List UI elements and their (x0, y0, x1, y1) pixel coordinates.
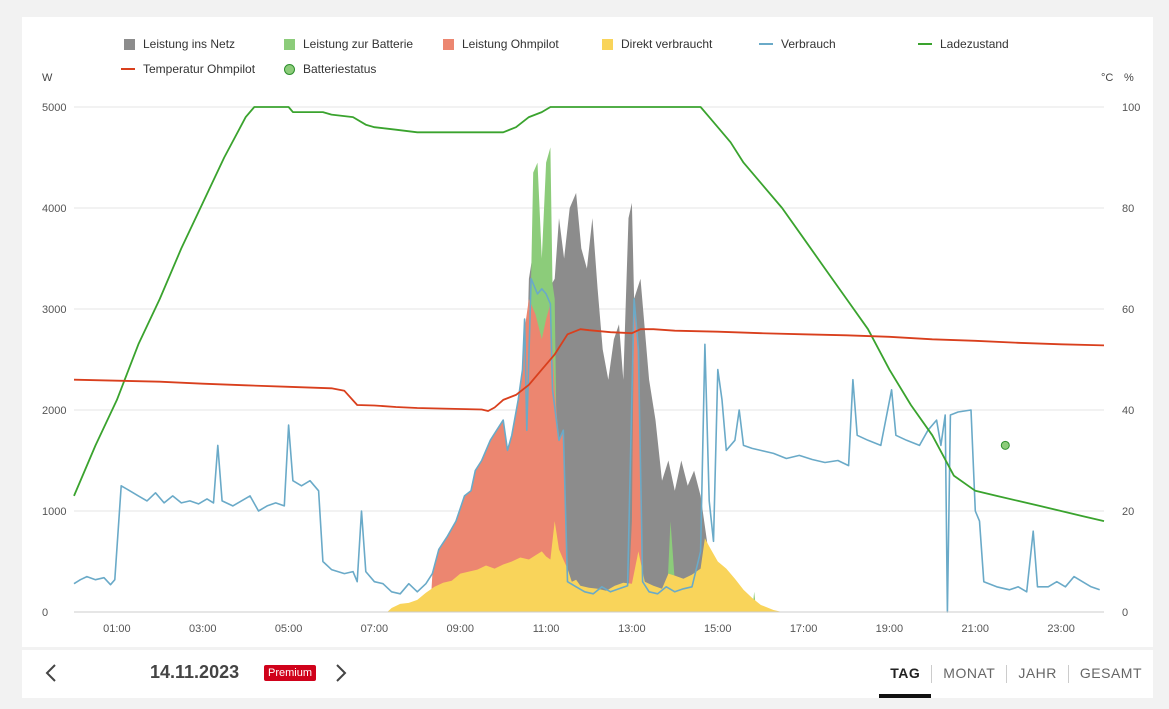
period-tabs: TAG MONAT JAHR GESAMT (879, 650, 1153, 698)
x-tick-label: 13:00 (618, 623, 646, 635)
y-tick-label-right: 0 (1122, 607, 1128, 619)
y-tick-label-right: 80 (1122, 203, 1134, 215)
legend-label: Leistung zur Batterie (303, 37, 414, 51)
legend-swatch (121, 68, 135, 70)
tab-total[interactable]: GESAMT (1079, 665, 1142, 681)
y-tick-label-left: 4000 (42, 203, 66, 215)
legend-swatch (124, 38, 135, 50)
legend-label: Leistung Ohmpilot (462, 37, 559, 51)
legend-swatch (602, 38, 613, 50)
tab-divider (1067, 665, 1069, 683)
x-tick-label: 03:00 (189, 623, 217, 635)
y-tick-label-left: 3000 (42, 304, 66, 316)
selected-date[interactable]: 14.11.2023 (150, 662, 240, 682)
legend-label: Verbrauch (781, 37, 836, 51)
area-leistung-ins-netz (520, 192, 714, 612)
chart-card: Leistung ins Netz Leistung zur Batterie … (22, 17, 1153, 647)
chevron-right-icon[interactable] (328, 661, 352, 685)
x-tick-label: 07:00 (361, 623, 389, 635)
legend-label: Ladezustand (940, 37, 1009, 51)
x-tick-label: 01:00 (103, 623, 131, 635)
battery-status-marker (1000, 440, 1010, 450)
y-tick-label-left: 2000 (42, 405, 66, 417)
x-tick-label: 17:00 (790, 623, 818, 635)
legend-item-state-of-charge[interactable]: Ladezustand (918, 37, 1009, 51)
x-tick-label: 19:00 (876, 623, 904, 635)
line-temperatur-ohmpilot (73, 328, 1105, 412)
tab-year[interactable]: JAHR (1018, 665, 1057, 681)
legend-item-direct-consumption[interactable]: Direkt verbraucht (602, 37, 712, 51)
x-tick-label: 23:00 (1047, 623, 1075, 635)
legend-item-ohmpilot-power[interactable]: Leistung Ohmpilot (443, 37, 559, 51)
legend-swatch (284, 38, 295, 50)
x-tick-label: 05:00 (275, 623, 303, 635)
x-tick-label: 15:00 (704, 623, 732, 635)
tab-day[interactable]: TAG (879, 650, 932, 698)
y-tick-label-left: 1000 (42, 506, 66, 518)
legend-swatch (284, 63, 295, 75)
y-tick-label-right: 60 (1122, 304, 1134, 316)
legend-swatch (918, 43, 932, 45)
footer-bar: 14.11.2023 Premium TAG MONAT JAHR GESAMT (22, 650, 1153, 698)
legend-item-ohmpilot-temperature[interactable]: Temperatur Ohmpilot (121, 62, 255, 76)
legend-label: Leistung ins Netz (143, 37, 236, 51)
legend-item-battery-status[interactable]: Batteriestatus (284, 62, 376, 76)
legend-label: Batteriestatus (303, 62, 377, 76)
right-axis-unit-percent: % (1124, 72, 1134, 84)
area-leistung-ohmpilot (430, 298, 650, 612)
tab-month[interactable]: MONAT (943, 665, 996, 681)
legend-item-battery-power[interactable]: Leistung zur Batterie (284, 37, 413, 51)
x-tick-label: 09:00 (446, 623, 474, 635)
premium-badge: Premium (264, 665, 317, 681)
y-tick-label-right: 40 (1122, 405, 1134, 417)
y-tick-label-right: 20 (1122, 506, 1134, 518)
legend-label: Temperatur Ohmpilot (143, 62, 256, 76)
energy-chart: 0 1000 2000 3000 4000 5000 0 20 40 60 80 100 01:00 03… (42, 102, 1140, 635)
legend-swatch (443, 38, 454, 50)
tab-divider (1006, 665, 1008, 683)
tab-divider (931, 665, 933, 683)
legend-swatch (759, 43, 773, 45)
y-tick-label-left: 0 (42, 607, 48, 619)
chevron-left-icon[interactable] (40, 661, 64, 685)
x-tick-label: 21:00 (961, 623, 989, 635)
legend-item-grid-feed[interactable]: Leistung ins Netz (124, 37, 235, 51)
x-tick-label: 11:00 (533, 623, 560, 635)
right-axis-unit-temperature: °C (1101, 72, 1114, 84)
y-tick-label-right: 100 (1122, 102, 1140, 114)
left-axis-unit: W (42, 72, 53, 84)
line-verbrauch (73, 277, 1100, 613)
line-ladezustand (73, 106, 1105, 522)
legend-item-consumption[interactable]: Verbrauch (759, 37, 836, 51)
legend-label: Direkt verbraucht (621, 37, 713, 51)
y-tick-label-left: 5000 (42, 102, 66, 114)
